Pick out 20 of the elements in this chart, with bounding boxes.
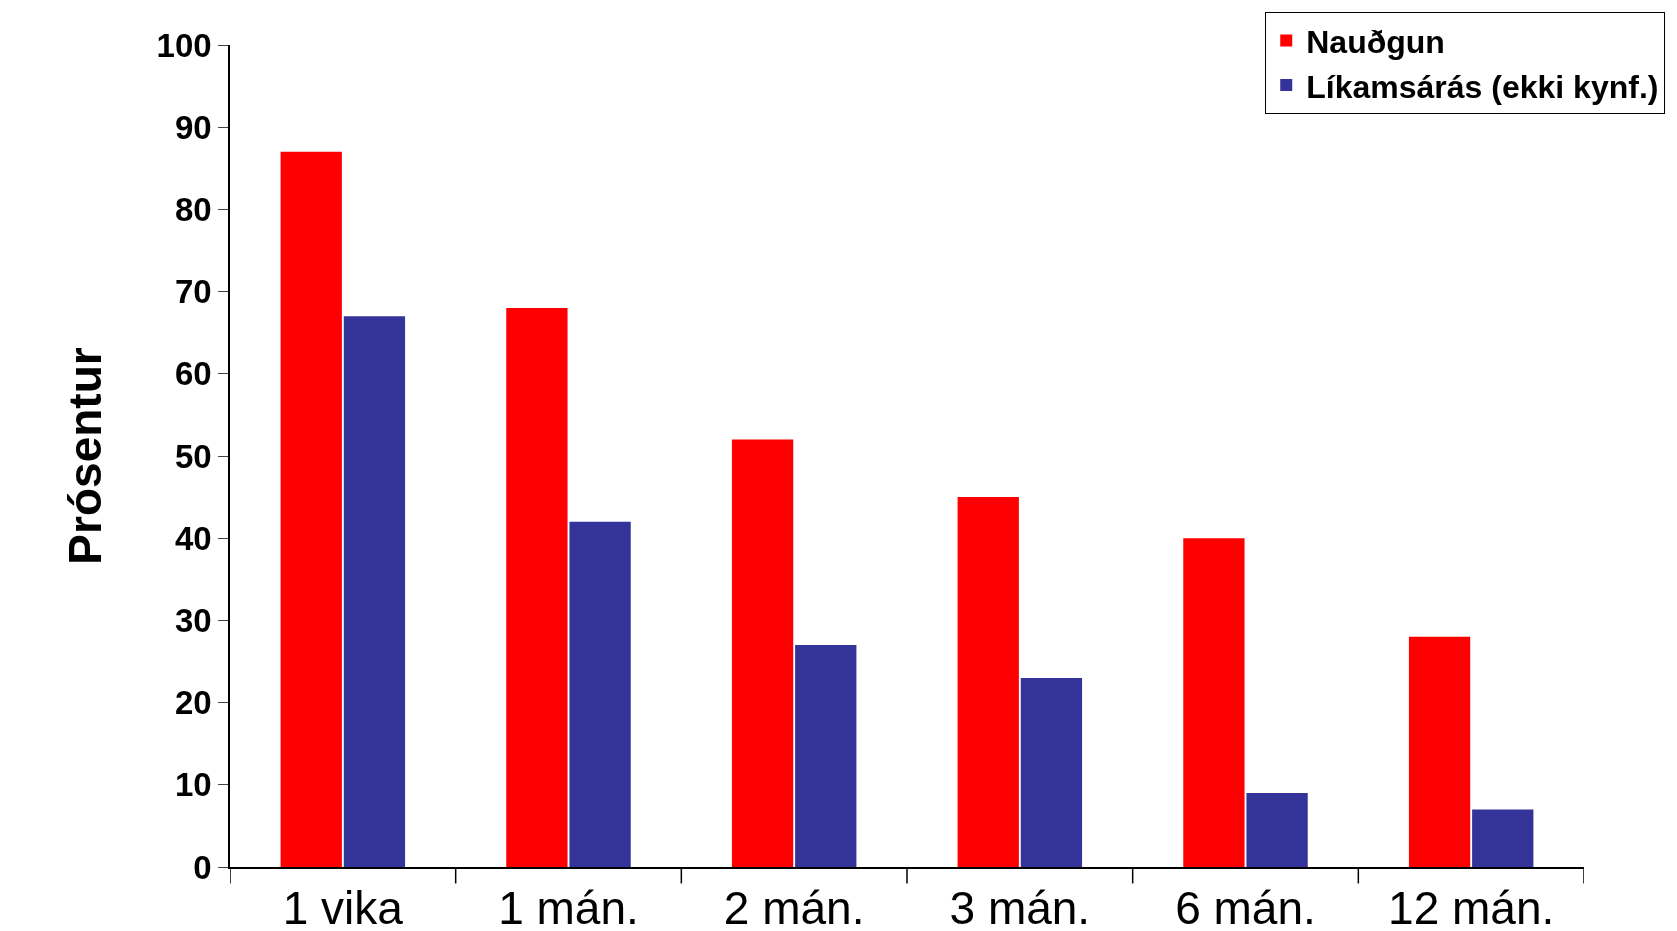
y-tick-label: 30 — [174, 601, 212, 639]
y-tick-label: 60 — [174, 355, 212, 393]
x-tick-label: 2 mán. — [723, 881, 865, 931]
y-tick-label: 80 — [174, 190, 212, 228]
y-tick-label: 10 — [174, 766, 212, 804]
y-tick-label: 40 — [174, 519, 212, 557]
x-tick-label: 1 vika — [282, 881, 404, 931]
y-tick-label: 70 — [174, 273, 212, 311]
legend-label: Líkamsárás (ekki kynf.) — [1306, 68, 1659, 105]
y-tick-label: 50 — [174, 437, 212, 475]
x-tick-label: 6 mán. — [1175, 881, 1316, 931]
y-tick-label: 100 — [156, 26, 212, 64]
x-tick-label: 3 mán. — [949, 881, 1091, 931]
x-tick-label: 1 mán. — [498, 881, 639, 931]
x-tick-label: 12 mán. — [1388, 881, 1555, 931]
y-axis-title: Prósentur — [59, 347, 112, 565]
legend-label: Nauðgun — [1306, 23, 1445, 60]
y-tick-label: 90 — [174, 108, 212, 146]
y-tick-label: 0 — [193, 848, 212, 886]
y-tick-label: 20 — [174, 684, 212, 722]
